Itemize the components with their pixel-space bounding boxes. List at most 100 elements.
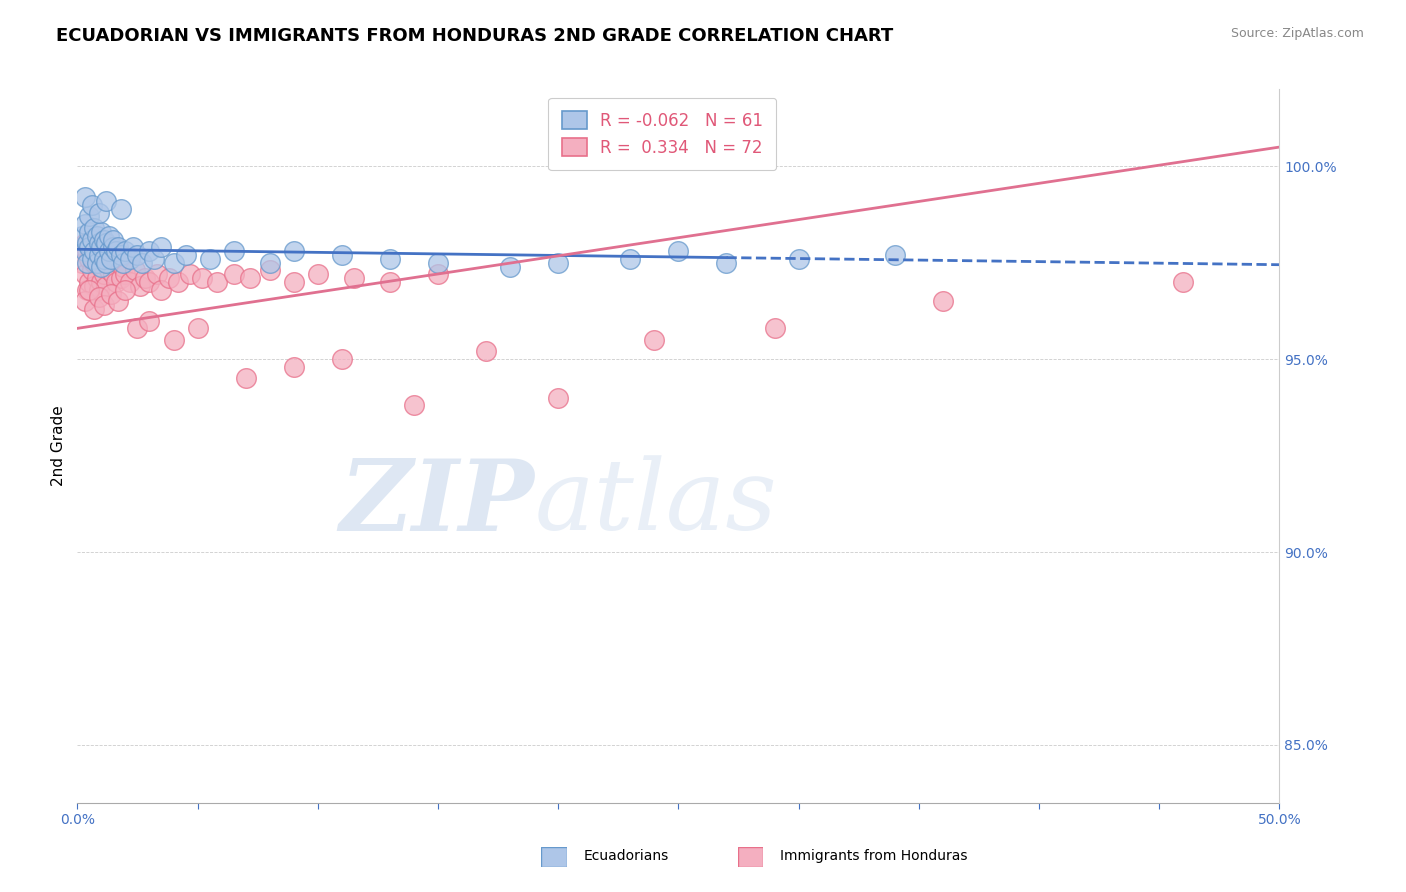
Point: [83, 256, 105, 270]
Point: [378, 275, 401, 289]
Point: [1173, 275, 1195, 289]
Point: [343, 271, 366, 285]
Point: [103, 244, 125, 259]
Point: [121, 240, 143, 254]
Point: [86, 244, 108, 259]
Point: [87, 205, 110, 219]
Point: [70, 228, 93, 243]
Point: [110, 202, 132, 216]
Legend: R = -0.062   N = 61, R =  0.334   N = 72: R = -0.062 N = 61, R = 0.334 N = 72: [548, 97, 776, 169]
Point: [103, 233, 125, 247]
Point: [619, 252, 641, 266]
Point: [83, 221, 105, 235]
Point: [150, 283, 173, 297]
Point: [330, 248, 353, 262]
Point: [90, 260, 112, 274]
Point: [127, 248, 149, 262]
Point: [93, 248, 115, 262]
Text: Source: ZipAtlas.com: Source: ZipAtlas.com: [1230, 27, 1364, 40]
Point: [110, 248, 132, 262]
Point: [103, 268, 125, 282]
Y-axis label: 2nd Grade: 2nd Grade: [51, 406, 66, 486]
Point: [107, 294, 129, 309]
Point: [79, 210, 101, 224]
Point: [87, 252, 110, 266]
Point: [259, 256, 281, 270]
Point: [179, 268, 201, 282]
Point: [79, 283, 101, 297]
Point: [763, 321, 786, 335]
Point: [79, 275, 101, 289]
Point: [120, 252, 142, 266]
Point: [174, 248, 197, 262]
Point: [97, 244, 120, 259]
Point: [90, 225, 112, 239]
Text: Immigrants from Honduras: Immigrants from Honduras: [780, 849, 967, 863]
Point: [79, 225, 101, 239]
Point: [96, 256, 118, 270]
Point: [143, 252, 166, 266]
Point: [114, 268, 136, 282]
Point: [73, 294, 96, 309]
Point: [307, 268, 329, 282]
Point: [114, 283, 136, 297]
Point: [167, 275, 190, 289]
Point: [76, 283, 98, 297]
Point: [145, 268, 167, 282]
Point: [86, 256, 108, 270]
Point: [187, 321, 209, 335]
Point: [87, 248, 110, 262]
Point: [157, 271, 180, 285]
Point: [90, 240, 112, 254]
Point: [150, 240, 173, 254]
Point: [378, 252, 401, 266]
Point: [100, 286, 122, 301]
Point: [787, 252, 810, 266]
Point: [127, 321, 149, 335]
Point: [70, 256, 93, 270]
Point: [283, 244, 305, 259]
Point: [100, 252, 122, 266]
Text: ECUADORIAN VS IMMIGRANTS FROM HONDURAS 2ND GRADE CORRELATION CHART: ECUADORIAN VS IMMIGRANTS FROM HONDURAS 2…: [56, 27, 893, 45]
Point: [138, 275, 160, 289]
Text: ZIP: ZIP: [339, 455, 534, 551]
Point: [668, 244, 690, 259]
Point: [235, 371, 257, 385]
Point: [110, 271, 132, 285]
Point: [716, 256, 738, 270]
Point: [87, 291, 110, 305]
Point: [111, 260, 134, 274]
Point: [932, 294, 955, 309]
Point: [86, 271, 108, 285]
Point: [90, 260, 112, 274]
Point: [93, 298, 115, 312]
Point: [76, 244, 98, 259]
Point: [80, 198, 103, 212]
Point: [104, 244, 127, 259]
Point: [96, 279, 118, 293]
Point: [73, 236, 96, 251]
Point: [499, 260, 522, 274]
Point: [239, 271, 262, 285]
Point: [547, 256, 569, 270]
Point: [104, 275, 127, 289]
Point: [73, 217, 96, 231]
Point: [96, 236, 118, 251]
Point: [83, 244, 105, 259]
Point: [86, 228, 108, 243]
Point: [427, 256, 450, 270]
Point: [100, 252, 122, 266]
Point: [76, 256, 98, 270]
Point: [83, 301, 105, 316]
Point: [427, 268, 450, 282]
Point: [547, 391, 569, 405]
Point: [283, 275, 305, 289]
Point: [128, 279, 150, 293]
Point: [80, 252, 103, 266]
Point: [79, 240, 101, 254]
Point: [259, 263, 281, 277]
Point: [475, 344, 498, 359]
Text: Ecuadorians: Ecuadorians: [583, 849, 669, 863]
Point: [138, 313, 160, 327]
Point: [205, 275, 228, 289]
